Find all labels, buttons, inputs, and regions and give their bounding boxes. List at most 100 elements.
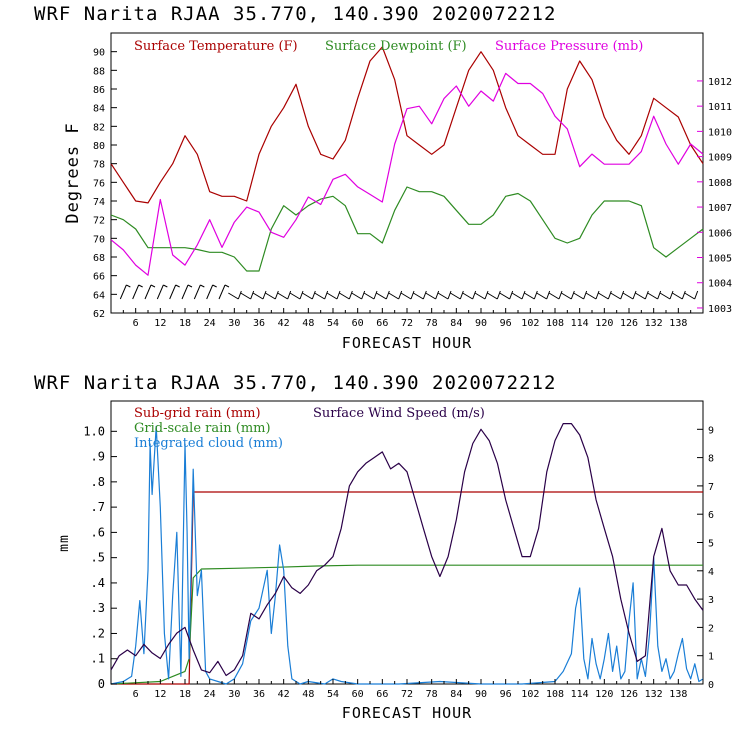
y2-tick-label: 5: [708, 539, 714, 550]
x-tick-label: 24: [204, 318, 216, 329]
wind-barb: [206, 284, 217, 300]
wind-barb: [363, 290, 378, 300]
y2-tick-label: 1007: [708, 203, 732, 214]
y2-tick-label: 1012: [708, 77, 732, 88]
x-tick-label: 24: [204, 689, 216, 700]
x-tick-label: 6: [133, 318, 139, 329]
wind-barb: [156, 284, 168, 300]
chart1-series-lines: [110, 46, 704, 276]
legend-surface-wind-speed: Surface Wind Speed (m/s): [313, 406, 485, 421]
wind-barb: [181, 284, 193, 300]
wind-barb: [314, 290, 329, 300]
wind-barb: [376, 290, 390, 300]
series-line-surface-pressure-mb: [110, 72, 704, 276]
chart2-x-axis-label: FORECAST HOUR: [342, 704, 472, 722]
wind-barb: [132, 284, 143, 300]
y2-tick-label: 1010: [708, 127, 732, 138]
chart1-x-ticks: 6 12 18 24 30 36 42 48 54 60 66 72 78 84 90 96 102 108 114…: [110, 308, 704, 329]
legend-surface-dewpoint: Surface Dewpoint (F): [325, 39, 467, 54]
wind-barb: [388, 290, 403, 300]
y2-tick-label: 1003: [708, 304, 732, 315]
y-tick-label: 1.0: [83, 424, 105, 438]
y2-tick-label: 1004: [708, 279, 732, 290]
x-tick-label: 72: [401, 689, 413, 700]
wind-barb: [289, 290, 304, 300]
y2-tick-label: 1009: [708, 153, 732, 164]
wind-barb: [265, 290, 279, 300]
y2-tick-label: 2: [708, 623, 714, 634]
y-tick-label: .7: [91, 500, 105, 514]
temperature-chart: WRF Narita RJAA 35.770, 140.390 20200722…: [34, 3, 732, 352]
x-tick-label: 78: [426, 689, 438, 700]
chart2-y-axis-label: mm: [57, 534, 72, 552]
wind-barb: [622, 290, 637, 300]
x-tick-label: 60: [352, 318, 364, 329]
x-tick-label: 12: [154, 318, 166, 329]
wind-barb: [339, 290, 353, 300]
y-tick-label: 86: [93, 85, 105, 96]
y2-tick-label: 1011: [708, 102, 732, 113]
y-tick-label: 78: [93, 160, 105, 171]
precipitation-chart: WRF Narita RJAA 35.770, 140.390 20200722…: [34, 372, 714, 722]
x-tick-label: 48: [302, 689, 314, 700]
y-tick-label: .9: [91, 450, 105, 464]
wind-barb: [610, 290, 625, 300]
chart2-title: WRF Narita RJAA 35.770, 140.390 20200722…: [34, 372, 556, 394]
wind-barb: [450, 290, 464, 300]
x-tick-label: 108: [546, 689, 564, 700]
legend-surface-pressure: Surface Pressure (mb): [495, 39, 643, 54]
series-line-integrated-cloud-mm: [110, 425, 704, 685]
wind-barb: [240, 290, 255, 300]
x-tick-label: 126: [620, 318, 638, 329]
chart1-y-axis-label: Degrees F: [63, 122, 83, 223]
chart2-series-lines: [110, 423, 704, 685]
x-tick-label: 90: [475, 689, 487, 700]
legend-sub-grid-rain: Sub-grid rain (mm): [134, 406, 261, 421]
series-line-surface-wind-speed-m-s: [110, 423, 704, 677]
wind-barb: [277, 290, 292, 300]
y2-tick-label: 6: [708, 510, 714, 521]
wind-barb: [659, 290, 674, 300]
wind-barb: [524, 290, 538, 300]
chart1-y2-ticks: 1003 1004 1005 1006 1007 1008 1009 1010 1011 1012: [697, 77, 732, 315]
x-tick-label: 30: [228, 318, 240, 329]
wind-barb: [573, 290, 588, 300]
y2-tick-label: 1: [708, 652, 714, 663]
x-tick-label: 66: [376, 689, 388, 700]
wind-barbs: [119, 284, 699, 300]
x-tick-label: 54: [327, 318, 339, 329]
wind-barb: [144, 284, 156, 300]
x-tick-label: 114: [571, 689, 589, 700]
wind-barb: [499, 290, 514, 300]
wind-barb: [635, 290, 649, 300]
x-tick-label: 84: [450, 318, 462, 329]
y-tick-label: 0: [98, 677, 105, 691]
y-tick-label: 80: [93, 141, 105, 152]
wind-barb: [413, 290, 427, 300]
x-tick-label: 60: [352, 689, 364, 700]
y2-tick-label: 1006: [708, 228, 732, 239]
x-tick-label: 132: [645, 689, 663, 700]
y-tick-label: 68: [93, 253, 105, 264]
x-tick-label: 36: [253, 689, 265, 700]
x-tick-label: 42: [278, 318, 290, 329]
y2-tick-label: 9: [708, 425, 714, 436]
x-tick-label: 18: [179, 689, 191, 700]
chart1-title: WRF Narita RJAA 35.770, 140.390 20200722…: [34, 3, 556, 25]
wind-barb: [561, 290, 575, 300]
series-line-surface-dewpoint-f: [110, 186, 704, 272]
wind-barb: [585, 290, 600, 300]
legend-grid-scale-rain: Grid-scale rain (mm): [134, 421, 271, 436]
y2-tick-label: 4: [708, 567, 714, 578]
chart2-y-ticks: 0 .1 .2 .3 .4 .5 .6 .7 .8 .9 1.0: [83, 424, 117, 691]
x-tick-label: 66: [376, 318, 388, 329]
y-tick-label: 88: [93, 66, 105, 77]
x-tick-label: 48: [302, 318, 314, 329]
wind-barb: [400, 290, 415, 300]
wind-barb: [487, 290, 501, 300]
wind-barb: [511, 290, 526, 300]
series-line-sub-grid-rain-mm: [111, 491, 703, 685]
chart1-y-ticks: 62 64 66 68 70 72 74 76 78 80 82 84 86 88 90: [93, 48, 117, 320]
wind-barb: [169, 284, 180, 300]
